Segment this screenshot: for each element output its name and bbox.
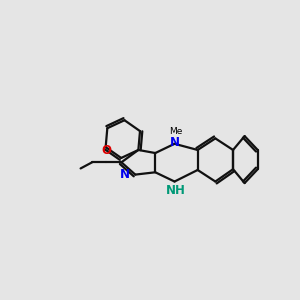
Text: O: O — [101, 144, 112, 157]
Text: N: N — [169, 136, 179, 149]
Text: Me: Me — [169, 127, 182, 136]
Text: NH: NH — [166, 184, 186, 197]
Text: N: N — [120, 168, 130, 181]
